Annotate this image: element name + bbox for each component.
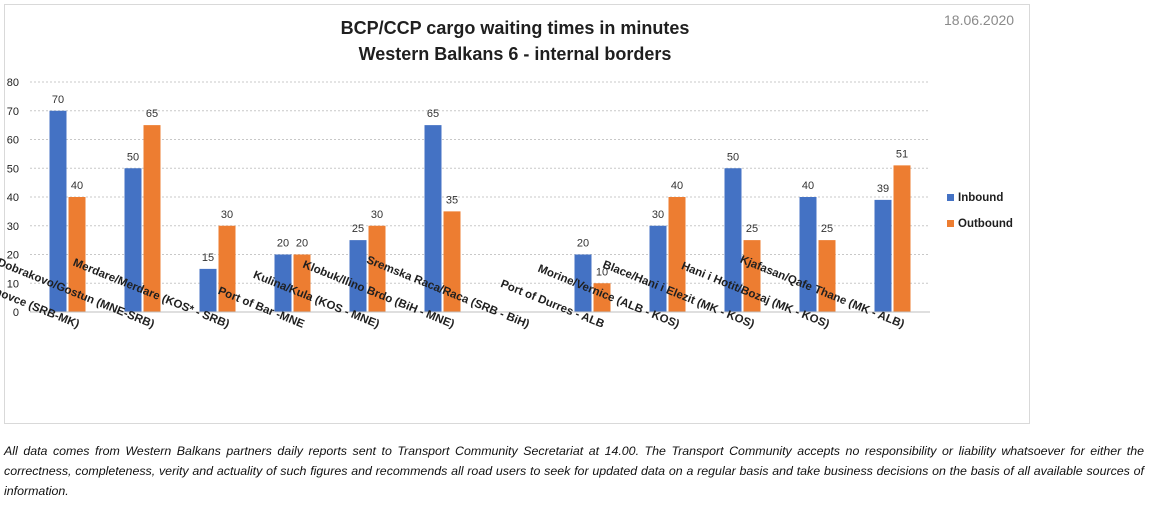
data-label: 15 <box>202 252 214 264</box>
bar-chart: 70 40 50 65 15 30 20 20 25 30 65 35 20 10 30 40 50 25 40 25… <box>0 77 1013 331</box>
legend: Inbound Outbound <box>947 192 1013 230</box>
data-label: 20 <box>296 238 308 250</box>
data-label: 50 <box>127 151 139 163</box>
y-tick-label: 50 <box>7 163 19 175</box>
data-label: 40 <box>671 180 683 192</box>
legend-label-inbound: Inbound <box>958 192 1003 204</box>
bar-inbound <box>874 199 892 312</box>
y-tick-label: 20 <box>7 250 19 262</box>
bar-outbound <box>293 254 311 312</box>
chart-subtitle: Western Balkans 6 - internal borders <box>358 44 672 64</box>
data-label: 51 <box>896 148 908 160</box>
data-label: 20 <box>277 238 289 250</box>
y-tick-label: 10 <box>7 278 19 290</box>
bar-outbound <box>668 197 686 312</box>
data-label: 10 <box>596 266 608 278</box>
bar-inbound <box>349 240 367 312</box>
bar-inbound <box>649 225 667 312</box>
grid-lines <box>30 81 930 284</box>
data-label: 40 <box>802 180 814 192</box>
bar-inbound <box>49 110 67 312</box>
bar-outbound <box>893 165 911 312</box>
bar-outbound <box>743 240 761 312</box>
bar-inbound <box>724 168 742 312</box>
y-tick-label: 70 <box>7 106 19 118</box>
chart-frame <box>4 4 1030 424</box>
bar-inbound <box>574 254 592 312</box>
y-tick-label: 60 <box>7 135 19 147</box>
data-label: 30 <box>652 209 664 221</box>
data-label: 30 <box>221 209 233 221</box>
disclaimer-text: All data comes from Western Balkans part… <box>4 444 1144 498</box>
date-label: 18.06.2020 <box>944 12 1015 28</box>
data-label: 65 <box>146 108 158 120</box>
data-label: 39 <box>877 183 889 195</box>
bar-outbound <box>218 225 236 312</box>
bar-outbound <box>368 225 386 312</box>
y-tick-label: 80 <box>7 77 19 89</box>
bar-outbound <box>443 211 461 312</box>
data-label: 50 <box>727 151 739 163</box>
data-label: 25 <box>352 223 364 235</box>
legend-label-outbound: Outbound <box>958 218 1013 230</box>
legend-swatch-outbound <box>947 220 954 227</box>
data-label: 35 <box>446 194 458 206</box>
data-label: 25 <box>821 223 833 235</box>
y-tick-label: 30 <box>7 221 19 233</box>
y-tick-label: 0 <box>13 307 19 319</box>
bar-inbound <box>274 254 292 312</box>
data-labels: 70 40 50 65 15 30 20 20 25 30 65 35 20 10 30 40 50 25 40 25… <box>52 94 908 279</box>
bar-outbound <box>818 240 836 312</box>
legend-swatch-inbound <box>947 194 954 201</box>
data-label: 30 <box>371 209 383 221</box>
data-label: 65 <box>427 108 439 120</box>
y-tick-label: 40 <box>7 192 19 204</box>
bars <box>49 110 911 312</box>
bar-inbound <box>124 168 142 312</box>
bar-inbound <box>799 197 817 312</box>
chart-title: BCP/CCP cargo waiting times in minutes <box>340 18 690 38</box>
bar-outbound <box>68 197 86 312</box>
data-label: 25 <box>746 223 758 235</box>
bar-outbound <box>593 283 611 312</box>
data-label: 40 <box>71 180 83 192</box>
data-label: 70 <box>52 94 64 106</box>
bar-outbound <box>143 125 161 312</box>
data-label: 20 <box>577 238 589 250</box>
bar-inbound <box>424 125 442 312</box>
bar-inbound <box>199 268 217 312</box>
